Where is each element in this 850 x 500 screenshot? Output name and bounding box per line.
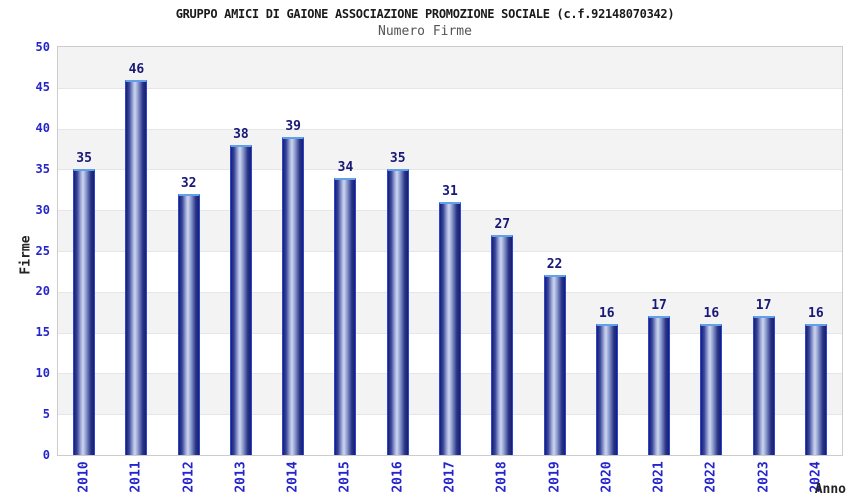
x-tick-label: 2018 <box>494 461 510 493</box>
plot-area: 35 46 32 38 39 34 35 31 27 22 16 17 16 17 16 <box>57 46 843 456</box>
y-tick-label: 45 <box>35 80 50 95</box>
bar-value-label: 35 <box>389 151 406 167</box>
gridline <box>58 169 842 171</box>
y-tick-label: 30 <box>35 202 50 217</box>
bar-value-label: 27 <box>494 216 511 232</box>
bar-2012 <box>177 193 200 455</box>
chart-title: GRUPPO AMICI DI GAIONE ASSOCIAZIONE PROM… <box>175 7 675 21</box>
bar-2017 <box>439 202 461 455</box>
gridline <box>58 87 842 89</box>
x-tick-label: 2010 <box>76 461 92 493</box>
x-tick-label: 2017 <box>442 461 458 493</box>
x-tick-label: 2012 <box>181 461 197 493</box>
y-tick-label: 25 <box>35 243 50 258</box>
bar-2020 <box>595 324 618 455</box>
bar-2024 <box>804 324 827 455</box>
y-tick-label: 50 <box>35 39 50 54</box>
x-tick-label: 2022 <box>703 461 719 493</box>
bar-value-label: 39 <box>285 118 302 134</box>
x-tick-label: 2020 <box>599 461 615 493</box>
bar-value-label: 17 <box>651 298 667 314</box>
bar-value-label: 16 <box>703 306 720 322</box>
x-tick-label: 2013 <box>233 461 249 493</box>
bar-value-label: 32 <box>180 175 197 191</box>
bar-2018 <box>491 234 514 455</box>
background-band <box>58 87 842 129</box>
background-band <box>58 128 842 170</box>
x-tick-label: 2019 <box>547 461 563 493</box>
bar-value-label: 38 <box>233 126 249 142</box>
x-tick-label: 2015 <box>337 461 353 493</box>
bar-value-label: 34 <box>337 159 354 175</box>
bar-2019 <box>543 275 566 455</box>
x-tick-label: 2021 <box>651 461 667 493</box>
y-tick-label: 10 <box>35 365 50 380</box>
y-tick-label: 15 <box>35 325 50 340</box>
y-tick-label: 35 <box>35 161 50 176</box>
x-axis-title: Anno <box>814 482 846 497</box>
y-tick-label: 20 <box>35 284 50 299</box>
bar-2010 <box>73 169 96 455</box>
bar-2013 <box>229 144 252 455</box>
bar-value-label: 16 <box>598 306 615 322</box>
gridline <box>58 128 842 130</box>
x-tick-label: 2014 <box>285 461 301 493</box>
x-tick-label: 2011 <box>128 461 144 493</box>
background-band <box>58 47 842 88</box>
y-tick-label: 0 <box>42 447 50 462</box>
bar-value-label: 35 <box>76 151 92 167</box>
chart-subtitle: Numero Firme <box>378 24 472 39</box>
bar-2014 <box>282 136 305 455</box>
bar-2015 <box>334 177 357 455</box>
bar-2016 <box>386 169 409 455</box>
bar-2021 <box>648 316 671 455</box>
bar-2022 <box>700 324 723 455</box>
bar-value-label: 22 <box>546 257 563 273</box>
bar-value-label: 17 <box>755 298 772 314</box>
y-tick-label: 5 <box>42 406 50 421</box>
bar-value-label: 31 <box>442 184 458 200</box>
x-tick-label: 2023 <box>756 461 772 493</box>
y-tick-label: 40 <box>35 121 50 136</box>
bar-2023 <box>752 316 775 455</box>
bar-2011 <box>125 79 148 455</box>
bar-value-label: 16 <box>808 306 824 322</box>
bar-value-label: 46 <box>128 61 145 77</box>
x-tick-label: 2016 <box>390 461 406 493</box>
